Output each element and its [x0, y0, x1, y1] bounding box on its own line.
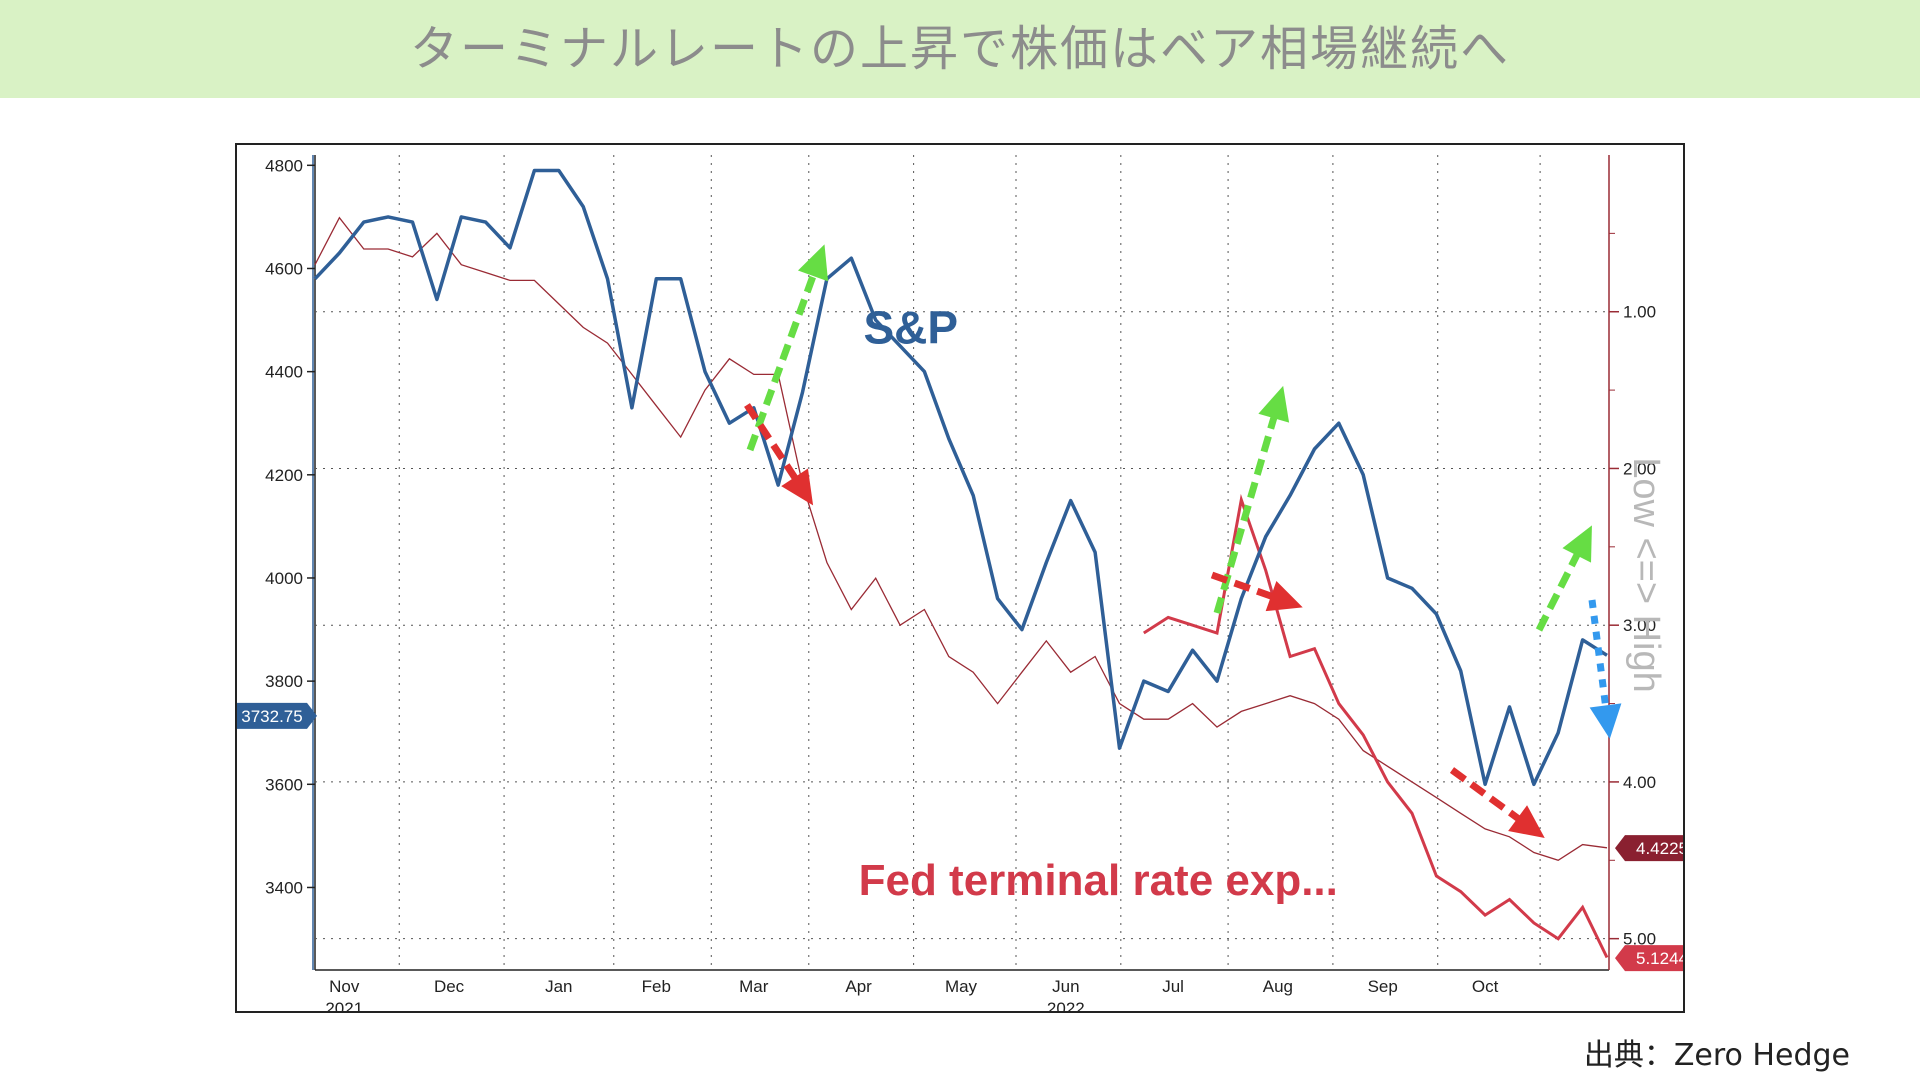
green-arrow-march-shaft	[746, 263, 821, 452]
right-tick-label: 1.00	[1623, 303, 1656, 322]
right-tick-label: 2.00	[1623, 459, 1656, 478]
x-tick-label: Apr	[845, 977, 872, 996]
left-tick-label: 4200	[265, 466, 303, 485]
green-arrow-march-head	[797, 244, 829, 282]
sp500-line	[313, 168, 1608, 787]
fed-last-value-tag: 5.1244	[1636, 949, 1683, 968]
sp-last-value-tag: 3732.75	[241, 707, 302, 726]
x-tick-label: Dec	[434, 977, 465, 996]
x-tick-label: Feb	[642, 977, 671, 996]
x-tick-label: Jan	[545, 977, 572, 996]
x-tick-label: Jul	[1162, 977, 1184, 996]
x-tick-label: Sep	[1368, 977, 1398, 996]
left-tick-label: 3400	[265, 878, 303, 897]
left-tick-label: 4600	[265, 259, 303, 278]
fed-series-label: Fed terminal rate exp...	[859, 856, 1338, 905]
sp-series-label: S&P	[863, 301, 958, 353]
red-arrow-march-head	[781, 468, 814, 506]
page-title: ターミナルレートの上昇で株価はベア相場継続へ	[409, 21, 1510, 77]
fed-last-value-tag-bg	[1615, 945, 1683, 972]
left-tick-label: 3600	[265, 775, 303, 794]
fed-thin-last-value-tag-bg	[1615, 835, 1683, 862]
red-arrow-july-shaft	[1210, 571, 1284, 604]
red-arrow-march-shaft	[744, 403, 804, 489]
red-arrow-october-shaft	[1449, 767, 1530, 828]
blue-arrow-projection-shaft	[1588, 599, 1611, 718]
green-arrow-october-head	[1562, 525, 1592, 563]
chart-frame: Nov Dec Jan Feb Mar Apr May Jun Jul Aug Sep Oct 2021…	[235, 143, 1685, 1013]
right-tick-label: 4.00	[1623, 773, 1656, 792]
blue-arrow-projection-head	[1589, 703, 1622, 739]
x-tick-label: Aug	[1263, 977, 1293, 996]
right-tick-label: 3.00	[1623, 616, 1656, 635]
left-tick-label: 4400	[265, 363, 303, 382]
sp-vs-fed-chart: Nov Dec Jan Feb Mar Apr May Jun Jul Aug Sep Oct 2021…	[237, 155, 1683, 1011]
x-tick-label: Jun	[1052, 977, 1079, 996]
x-year-label: 2022	[1047, 999, 1085, 1011]
x-tick-label: Mar	[739, 977, 769, 996]
left-tick-label: 3800	[265, 672, 303, 691]
x-tick-label: May	[945, 977, 978, 996]
left-tick-label: 4800	[265, 156, 303, 175]
sp-last-value-tag-bg	[237, 702, 317, 729]
source-credit: 出典：Zero Hedge	[1583, 1038, 1850, 1073]
right-axis-label: Low <=> High	[1625, 457, 1667, 693]
red-arrow-october-head	[1508, 805, 1545, 839]
left-tick-label: 4000	[265, 569, 303, 588]
green-arrow-october-shaft	[1535, 543, 1586, 632]
x-tick-label: Oct	[1472, 977, 1499, 996]
fed-terminal-thin-line	[314, 216, 1608, 862]
title-banner: ターミナルレートの上昇で株価はベア相場継続へ	[0, 0, 1920, 98]
red-arrow-july-head	[1265, 581, 1303, 612]
green-arrow-july-head	[1258, 385, 1290, 423]
right-tick-label: 5.00	[1623, 930, 1656, 949]
x-year-label: 2021	[325, 999, 363, 1011]
fed-thin-last-value-tag: 4.4225	[1636, 839, 1683, 858]
x-tick-label: Nov	[329, 977, 360, 996]
